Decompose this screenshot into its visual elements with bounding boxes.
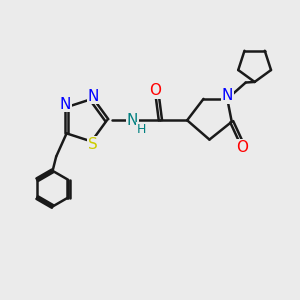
Text: N: N xyxy=(59,97,71,112)
Text: N: N xyxy=(222,88,233,103)
Text: O: O xyxy=(149,83,161,98)
Text: H: H xyxy=(136,123,146,136)
Text: S: S xyxy=(88,137,98,152)
Text: N: N xyxy=(87,88,99,104)
Text: O: O xyxy=(236,140,248,155)
Text: N: N xyxy=(127,113,138,128)
